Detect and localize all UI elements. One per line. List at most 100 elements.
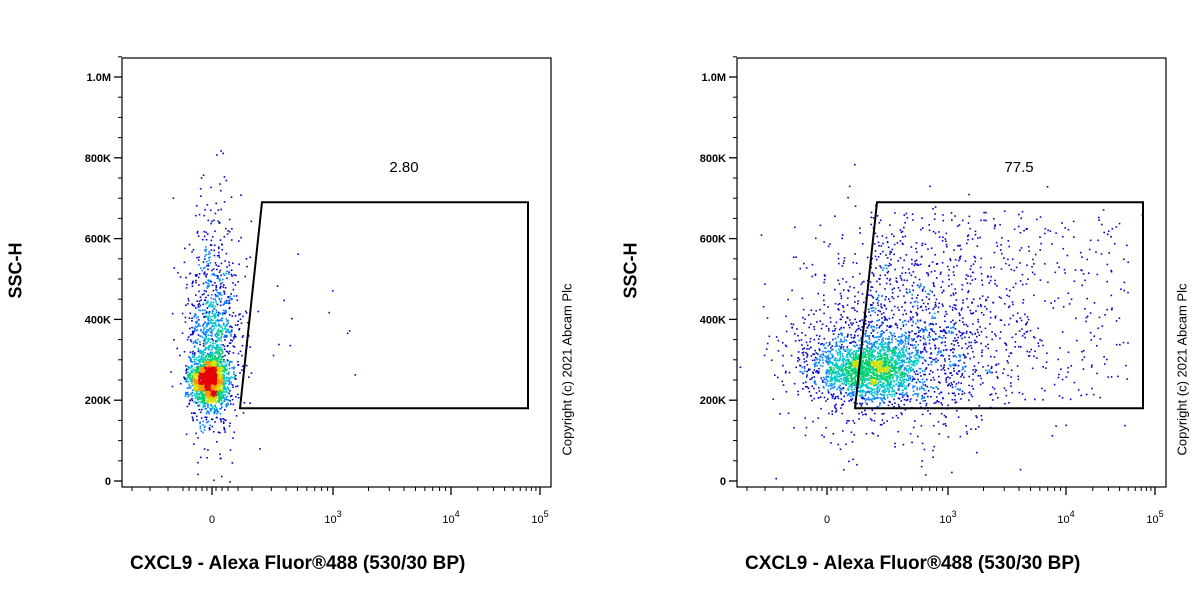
data-point: [189, 376, 191, 379]
data-point: [907, 369, 910, 372]
data-point: [825, 355, 827, 358]
data-point: [204, 332, 207, 335]
data-point: [813, 338, 816, 341]
data-point: [199, 422, 201, 425]
data-point: [207, 372, 209, 375]
data-point: [846, 353, 848, 356]
data-point: [200, 400, 203, 403]
data-point: [896, 376, 899, 379]
data-point: [185, 433, 188, 435]
data-point: [813, 359, 816, 361]
data-point: [829, 382, 831, 385]
data-point: [887, 364, 890, 367]
data-point: [241, 354, 243, 357]
data-point: [830, 367, 832, 369]
data-point: [207, 397, 209, 400]
data-point: [237, 363, 240, 366]
data-point: [884, 366, 887, 368]
data-point: [194, 345, 196, 348]
data-point: [193, 305, 196, 307]
data-point: [289, 344, 292, 347]
data-point: [899, 373, 901, 376]
data-point: [227, 319, 229, 322]
data-point: [885, 360, 887, 363]
data-point: [202, 406, 205, 409]
data-point: [874, 377, 877, 380]
data-point: [880, 303, 882, 305]
data-point: [916, 395, 919, 398]
data-point: [820, 354, 823, 356]
data-point: [209, 398, 211, 401]
data-point: [885, 353, 888, 356]
data-point: [207, 400, 210, 403]
data-point: [203, 338, 206, 341]
data-point: [880, 353, 882, 356]
data-point: [849, 362, 852, 365]
data-point: [179, 276, 182, 278]
data-point: [915, 357, 918, 359]
data-point: [196, 342, 198, 345]
data-point: [195, 388, 197, 390]
data-point: [919, 371, 921, 374]
data-point: [876, 366, 878, 369]
data-point: [200, 408, 203, 411]
data-point: [215, 401, 218, 404]
data-point: [195, 362, 197, 365]
data-point: [905, 349, 908, 352]
data-point: [895, 371, 897, 374]
data-point: [902, 354, 905, 357]
data-point: [207, 358, 209, 361]
data-point: [199, 389, 202, 392]
data-point: [218, 350, 220, 353]
data-point: [207, 294, 209, 297]
data-point: [205, 359, 207, 361]
data-point: [208, 427, 211, 429]
data-point: [230, 273, 233, 276]
data-point: [835, 359, 838, 362]
data-point: [858, 379, 861, 381]
data-point: [840, 346, 842, 348]
data-point: [884, 264, 887, 267]
data-point: [250, 220, 253, 223]
data-point: [915, 332, 917, 335]
data-point: [211, 381, 214, 384]
data-point: [880, 370, 882, 372]
data-point: [810, 309, 813, 312]
data-point: [938, 335, 941, 338]
data-point: [938, 350, 940, 352]
data-point: [208, 304, 211, 306]
data-point: [851, 365, 853, 368]
data-point: [853, 334, 856, 336]
data-point: [219, 239, 222, 241]
data-point: [868, 398, 871, 401]
data-point: [850, 399, 853, 402]
data-point: [222, 324, 225, 326]
data-point: [191, 416, 194, 419]
data-point: [815, 383, 817, 386]
data-point: [841, 265, 844, 267]
data-point: [216, 331, 219, 334]
data-point: [212, 358, 215, 360]
data-point: [847, 373, 850, 375]
data-point: [856, 374, 859, 376]
data-point: [208, 284, 211, 287]
data-point: [818, 367, 820, 370]
data-point: [228, 392, 230, 395]
data-point: [200, 299, 202, 301]
data-point: [207, 263, 209, 266]
data-point: [197, 324, 200, 327]
data-point: [233, 373, 235, 376]
data-point: [831, 356, 833, 359]
data-point: [831, 354, 833, 356]
data-point: [879, 355, 881, 357]
data-point: [229, 395, 232, 398]
data-point: [219, 337, 221, 339]
data-point: [215, 362, 218, 365]
data-point: [200, 388, 202, 390]
data-point: [861, 376, 863, 378]
data-point: [220, 377, 223, 380]
data-point: [785, 315, 787, 318]
data-point: [210, 393, 213, 395]
data-point: [868, 338, 871, 340]
data-point: [197, 437, 199, 439]
